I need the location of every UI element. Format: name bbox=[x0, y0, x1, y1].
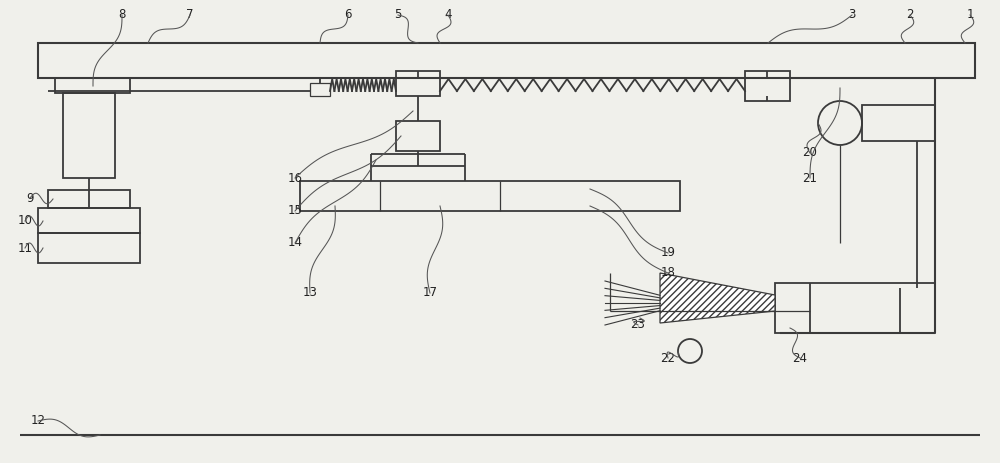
Text: 16: 16 bbox=[288, 171, 302, 184]
Polygon shape bbox=[660, 273, 775, 323]
Text: 22: 22 bbox=[660, 351, 676, 364]
Text: 19: 19 bbox=[660, 246, 676, 259]
Bar bbox=[745, 71, 790, 101]
Text: 3: 3 bbox=[848, 8, 856, 21]
Text: 10: 10 bbox=[18, 214, 32, 227]
Text: 2: 2 bbox=[906, 8, 914, 21]
Text: 18: 18 bbox=[661, 267, 675, 280]
Text: 4: 4 bbox=[444, 8, 452, 21]
Text: 8: 8 bbox=[118, 8, 126, 21]
Text: 17: 17 bbox=[422, 287, 438, 300]
Text: 1: 1 bbox=[966, 8, 974, 21]
Text: 9: 9 bbox=[26, 192, 34, 205]
Bar bbox=[48, 190, 130, 208]
Text: 6: 6 bbox=[344, 8, 352, 21]
Bar bbox=[38, 43, 975, 78]
Bar bbox=[862, 105, 935, 141]
Bar bbox=[396, 121, 440, 151]
Bar bbox=[775, 283, 935, 333]
Bar bbox=[310, 83, 330, 96]
Text: 20: 20 bbox=[803, 146, 817, 159]
Bar bbox=[63, 93, 115, 178]
Text: 13: 13 bbox=[303, 287, 317, 300]
Bar bbox=[396, 71, 440, 96]
Text: 15: 15 bbox=[288, 205, 302, 218]
Text: 23: 23 bbox=[631, 319, 645, 332]
Text: 14: 14 bbox=[288, 237, 302, 250]
Text: 12: 12 bbox=[30, 414, 46, 427]
Text: 21: 21 bbox=[802, 171, 818, 184]
Text: 11: 11 bbox=[18, 242, 32, 255]
Bar bbox=[300, 181, 680, 211]
Bar bbox=[38, 208, 140, 233]
Bar bbox=[55, 78, 130, 93]
Text: 7: 7 bbox=[186, 8, 194, 21]
Text: 5: 5 bbox=[394, 8, 402, 21]
Bar bbox=[38, 233, 140, 263]
Text: 24: 24 bbox=[792, 351, 808, 364]
